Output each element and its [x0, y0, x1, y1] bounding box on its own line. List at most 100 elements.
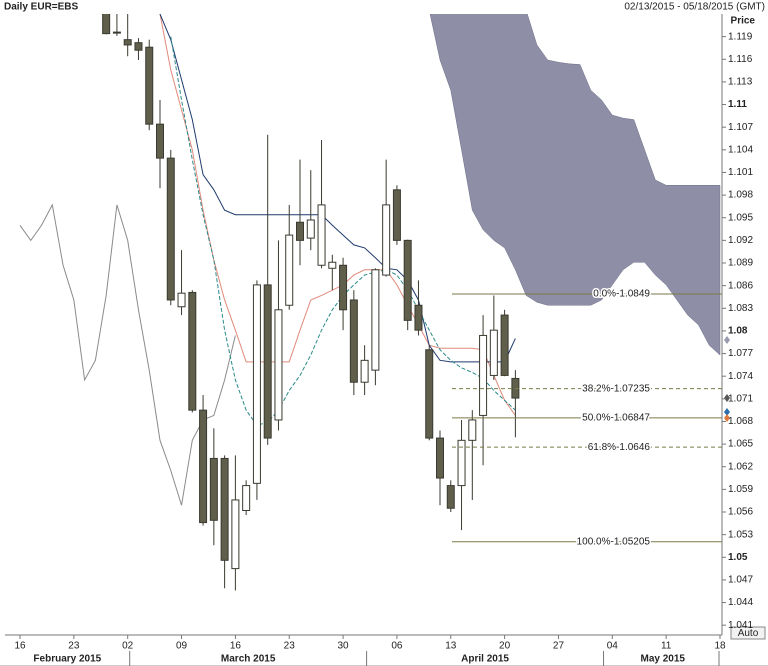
candle-body: [102, 14, 111, 35]
y-tick-label: 1.092: [728, 235, 753, 246]
candle-body: [349, 299, 358, 383]
date-range: 02/13/2015 - 05/18/2015 (GMT): [624, 2, 765, 13]
x-tick-label: 23: [68, 641, 80, 652]
y-tick-label: 1.104: [728, 144, 753, 155]
x-tick-label: 16: [230, 641, 242, 652]
candle-body: [436, 437, 444, 479]
plot-area: 0.0%-1.0849 38.2%-1.07235 50.0%-1.06847 61.…: [19, 14, 722, 591]
fib-label: 38.2%-1.07235: [582, 383, 650, 394]
y-tick-label: 1.053: [728, 529, 753, 540]
candle-body: [468, 419, 477, 441]
candle-body: [403, 239, 412, 321]
y-tick-label: 1.101: [728, 167, 753, 178]
candle-body: [209, 457, 218, 521]
auto-button[interactable]: Auto: [730, 626, 766, 640]
candle-body: [188, 291, 197, 411]
y-tick-label: 1.11: [728, 99, 747, 110]
candle-body: [500, 314, 509, 376]
candle-body: [263, 284, 272, 439]
candle-body: [328, 261, 337, 269]
candle-body: [285, 234, 294, 306]
x-tick-label: 02: [122, 641, 134, 652]
month-label: April 2015: [461, 654, 509, 665]
y-tick-label: 1.107: [728, 122, 753, 133]
candle-body: [360, 359, 369, 383]
fib-label: 100.0%-1.05205: [577, 536, 651, 547]
month-label: March 2015: [221, 654, 276, 665]
candle-body: [382, 204, 391, 276]
y-tick-label: 1.041: [728, 620, 753, 631]
y-tick-label: 1.116: [728, 54, 753, 65]
candle-body: [274, 309, 283, 421]
x-tick-label: 27: [553, 641, 565, 652]
candle-body: [371, 269, 380, 371]
y-tick-label: 1.071: [728, 393, 753, 404]
y-tick-label: 1.113: [728, 77, 753, 88]
y-tick-label: 1.077: [728, 348, 753, 359]
candle-body: [479, 334, 488, 416]
y-tick-label: 1.086: [728, 280, 753, 291]
y-tick-label: 1.059: [728, 484, 753, 495]
candle-body: [231, 499, 240, 570]
candle-body: [220, 457, 229, 561]
candle-body: [446, 485, 455, 509]
candle-body: [112, 31, 121, 34]
x-tick-label: 06: [391, 641, 403, 652]
y-tick-label: 1.056: [728, 507, 753, 518]
candle-body: [339, 264, 348, 311]
x-tick-label: 04: [607, 641, 619, 652]
marker: [724, 408, 730, 416]
y-tick-label: 1.05: [728, 552, 748, 563]
candle-body: [317, 204, 326, 266]
candle-body: [242, 485, 251, 511]
y-tick-label: 1.074: [728, 371, 753, 382]
candle-body: [145, 46, 154, 125]
x-tick-label: 30: [338, 641, 350, 652]
y-tick-label: 1.08: [728, 326, 748, 337]
y-axis-label: Price: [731, 16, 756, 27]
y-tick-label: 1.047: [728, 575, 753, 586]
x-tick-label: 18: [714, 641, 726, 652]
y-tick-label: 1.068: [728, 416, 753, 427]
fib-label: 61.8%-1.0646: [588, 442, 651, 453]
x-tick-label: 11: [661, 641, 672, 652]
candle-body: [252, 284, 261, 484]
y-tick-label: 1.089: [728, 258, 753, 269]
candle-body: [306, 219, 315, 239]
auto-button-label[interactable]: Auto: [738, 628, 759, 639]
indicator-line: [159, 14, 516, 416]
candle-body: [296, 221, 304, 241]
candle-body: [489, 329, 498, 376]
marker: [724, 336, 730, 344]
chart-title: Daily EUR=EBS: [4, 2, 79, 13]
y-tick-label: 1.119: [728, 31, 753, 42]
x-tick-label: 20: [499, 641, 511, 652]
month-label: May 2015: [641, 654, 686, 665]
month-label: February 2015: [33, 654, 101, 665]
x-tick-label: 16: [14, 641, 26, 652]
candle-body: [166, 157, 175, 301]
auto-button-frame[interactable]: [730, 626, 766, 640]
candle-body: [177, 292, 186, 308]
fib-label: 50.0%-1.06847: [582, 413, 650, 424]
y-tick-label: 1.098: [728, 190, 753, 201]
candle-body: [156, 123, 164, 159]
candle-body: [199, 409, 208, 524]
candle-body: [425, 349, 434, 439]
x-tick-label: 13: [445, 641, 457, 652]
candle-body: [134, 42, 143, 51]
fib-label: 0.0%-1.0849: [593, 289, 650, 300]
x-tick-label: 23: [284, 641, 296, 652]
indicator-line: [159, 14, 516, 363]
candle-body: [457, 439, 466, 487]
candle-body: [414, 304, 423, 331]
y-tick-label: 1.083: [728, 303, 753, 314]
y-tick-label: 1.044: [728, 597, 753, 608]
cloud: [429, 14, 721, 356]
y-tick-label: 1.095: [728, 212, 753, 223]
marker: [724, 394, 730, 402]
y-tick-label: 1.065: [728, 439, 753, 450]
